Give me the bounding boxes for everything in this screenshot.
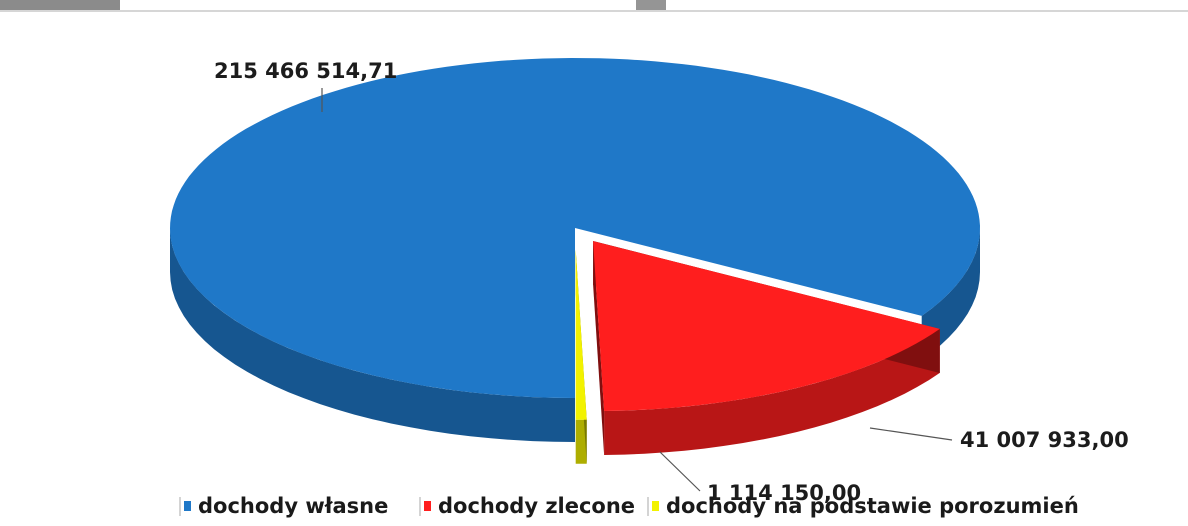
legend-item-0: dochody własne [179, 494, 388, 518]
legend: dochody własne dochody zlecone dochody na … [179, 494, 1079, 518]
pie-slice-side [604, 328, 940, 455]
data-label-1: 41 007 933,00 [960, 428, 1129, 452]
pie-slice-2 [575, 249, 587, 464]
pie-slices [170, 58, 980, 464]
legend-item-2: dochody na podstawie porozumień [647, 494, 1079, 518]
data-label-2: 1 114 150,00 [707, 481, 861, 505]
pie-slice-side [170, 228, 575, 442]
pie-slice-side [921, 228, 980, 360]
scan-top-edge [0, 0, 1188, 12]
cropped-page-number-fragment [636, 0, 666, 10]
legend-swatch-1 [424, 501, 431, 511]
legend-label-1: dochody zlecone [438, 494, 635, 518]
cropped-heading-fragment [0, 0, 120, 12]
leader-line-2 [659, 451, 701, 492]
data-label-0: 215 466 514,71 [214, 59, 397, 83]
scan-border-line [0, 10, 1188, 12]
pie-slice-wall [593, 241, 605, 455]
legend-label-2: dochody na podstawie porozumień [666, 494, 1079, 518]
leader-line-1 [869, 427, 953, 441]
pie-slice-top [170, 58, 980, 398]
legend-swatch-0 [184, 501, 191, 511]
leader-lines [321, 88, 953, 492]
legend-item-1: dochody zlecone [419, 494, 635, 518]
legend-label-0: dochody własne [198, 494, 388, 518]
pie-slice-0 [170, 58, 980, 442]
pie-slice-side [575, 419, 587, 464]
pie-slice-top [593, 241, 940, 411]
pie-slice-1 [593, 241, 940, 455]
legend-swatch-2 [652, 501, 659, 511]
pie-slice-top [575, 249, 587, 420]
data-labels: 215 466 514,71 41 007 933,00 1 114 150,00 [214, 59, 1129, 505]
